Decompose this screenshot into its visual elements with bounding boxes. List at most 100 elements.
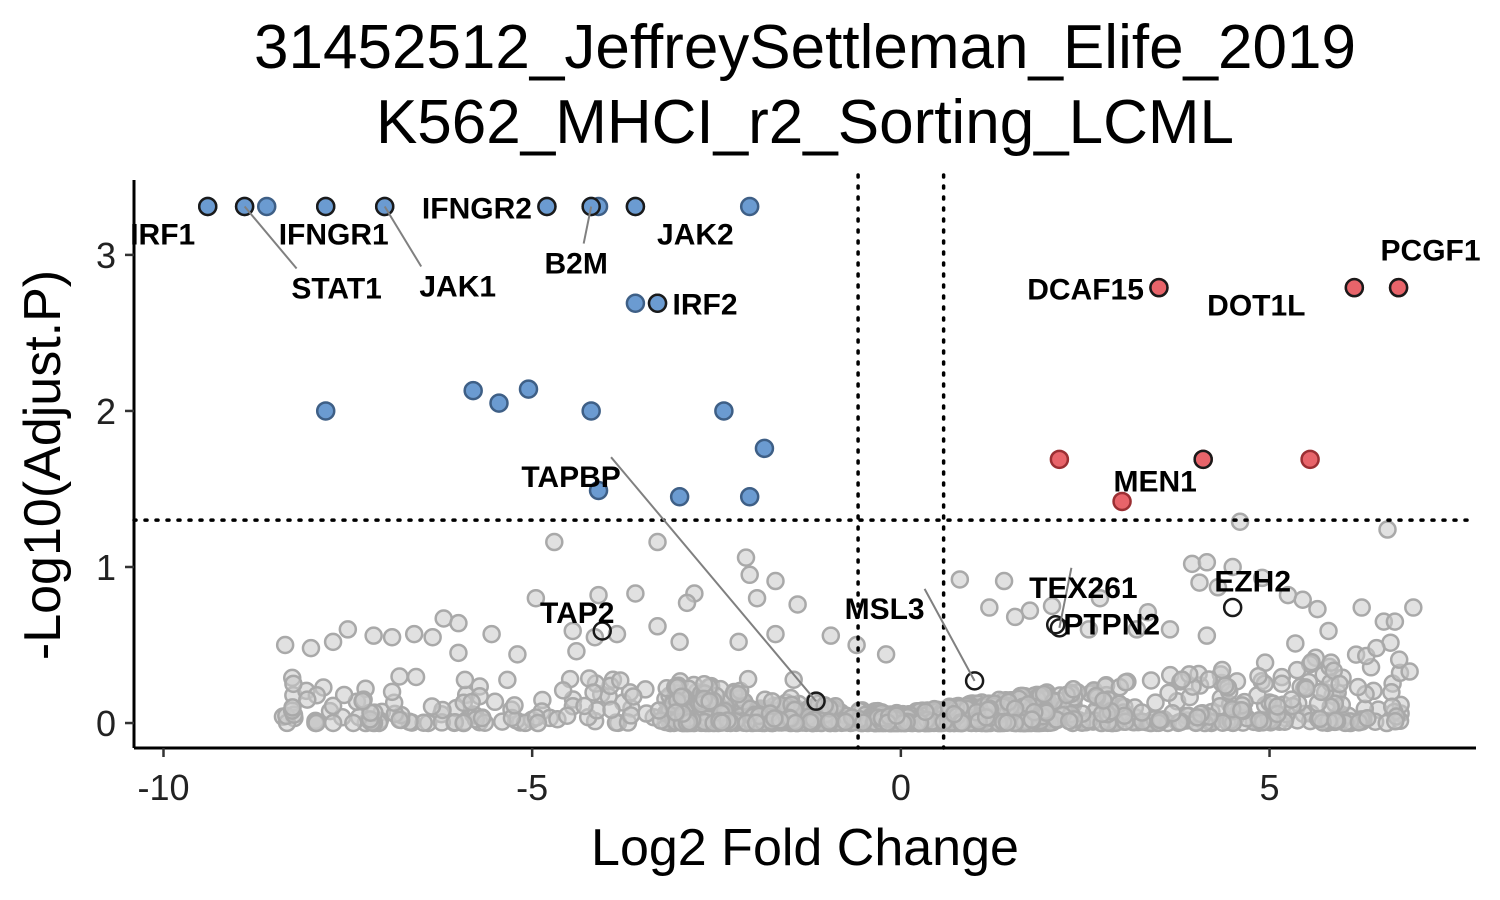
ns-point [382, 682, 402, 702]
ns-point [1132, 703, 1152, 722]
down-regulated-point [463, 380, 483, 401]
ns-point [1094, 691, 1113, 710]
ns-point [1230, 512, 1250, 531]
ns-point [1127, 620, 1147, 639]
ns-point [648, 532, 667, 552]
highlighted-gene-point [647, 293, 668, 314]
ns-point [1172, 670, 1192, 689]
ns-point [611, 671, 630, 690]
highlighted-gene-point [1344, 277, 1365, 298]
down-regulated-point [739, 196, 760, 217]
ns-point [729, 632, 748, 652]
down-regulated-point [739, 487, 760, 507]
gene-label: DCAF15 [1027, 274, 1144, 307]
ns-point [1197, 626, 1217, 645]
ns-point [784, 670, 803, 689]
ns-point [1400, 662, 1419, 681]
ns-point [1223, 557, 1242, 577]
ns-point [740, 565, 759, 585]
ns-point [1404, 598, 1423, 617]
ns-point [390, 710, 409, 730]
ns-point [766, 624, 785, 644]
ns-point [334, 685, 354, 705]
ns-point [1326, 711, 1345, 730]
y-tick-label: 0 [96, 703, 116, 744]
ns-point [508, 645, 527, 664]
ns-point [1159, 683, 1178, 703]
highlighted-gene-point [1222, 597, 1243, 618]
gene-label: IFNGR2 [422, 193, 532, 226]
ns-point [575, 696, 594, 716]
leader-line [243, 205, 298, 270]
ns-point [916, 702, 935, 722]
down-regulated-point [714, 401, 734, 421]
ns-point [423, 627, 442, 647]
ns-point [1005, 607, 1025, 627]
up-regulated-point [1049, 449, 1070, 470]
ns-point [765, 709, 784, 728]
ns-point [301, 638, 321, 658]
gene-label: TAP2 [540, 597, 614, 630]
ns-point [1138, 602, 1158, 622]
ns-point [472, 708, 492, 728]
gene-label: STAT1 [291, 273, 382, 306]
gene-label: DOT1L [1207, 290, 1305, 323]
ns-point [729, 685, 748, 704]
ns-point [1310, 709, 1330, 729]
gene-label: IRF1 [130, 219, 195, 252]
up-regulated-point [1300, 449, 1320, 470]
x-tick-label: -10 [137, 767, 189, 808]
highlighted-gene-point [806, 691, 826, 711]
gene-label: MSL3 [845, 593, 925, 626]
y-tick-label: 3 [96, 235, 116, 276]
up-regulated-point [1112, 491, 1132, 512]
ns-point [950, 570, 970, 589]
ns-point [528, 713, 548, 733]
ns-point [944, 704, 964, 724]
ns-point [1385, 612, 1405, 631]
ns-point [624, 687, 643, 706]
ns-point [344, 713, 363, 733]
down-regulated-point [625, 293, 646, 314]
gene-label: MEN1 [1113, 465, 1196, 498]
ns-point [1197, 553, 1217, 572]
down-regulated-point [518, 379, 539, 399]
ns-point [738, 669, 758, 689]
ns-point [677, 593, 697, 613]
ns-point [557, 706, 577, 725]
ns-point [567, 642, 586, 661]
ns-point [455, 670, 475, 690]
ns-point [298, 690, 317, 709]
down-regulated-point [256, 196, 277, 217]
ns-point [1182, 554, 1202, 574]
ns-point [994, 571, 1014, 591]
ns-point [1034, 684, 1054, 704]
ns-point [1389, 650, 1409, 669]
ns-point [1319, 621, 1338, 641]
ns-point [746, 713, 766, 732]
ns-point [819, 712, 839, 731]
ns-point [602, 700, 621, 719]
ns-point [836, 712, 855, 732]
ns-point [1293, 590, 1312, 610]
gene-label: B2M [544, 248, 607, 281]
ns-point [1367, 638, 1386, 658]
ns-point [1268, 697, 1287, 716]
ns-point [382, 627, 402, 647]
ns-point [1079, 620, 1099, 639]
down-regulated-point [754, 438, 775, 459]
ns-point [1352, 598, 1371, 617]
ns-point [887, 706, 906, 725]
y-tick-label: 2 [96, 391, 116, 432]
ns-point [505, 696, 524, 715]
ns-point [1308, 599, 1327, 619]
ns-point [1358, 709, 1377, 728]
ns-point [978, 700, 998, 720]
ns-point [1348, 677, 1368, 697]
ns-point [1042, 596, 1062, 616]
gene-labels: IRF1 STAT1 IFNGR1 JAK1 IFNGR2 B2M JAK2 IRF2 TAPB… [130, 193, 1480, 642]
ns-point [670, 632, 689, 652]
ns-point [1249, 666, 1268, 686]
highlighted-gene-point [1049, 618, 1070, 638]
ns-point [338, 620, 358, 639]
